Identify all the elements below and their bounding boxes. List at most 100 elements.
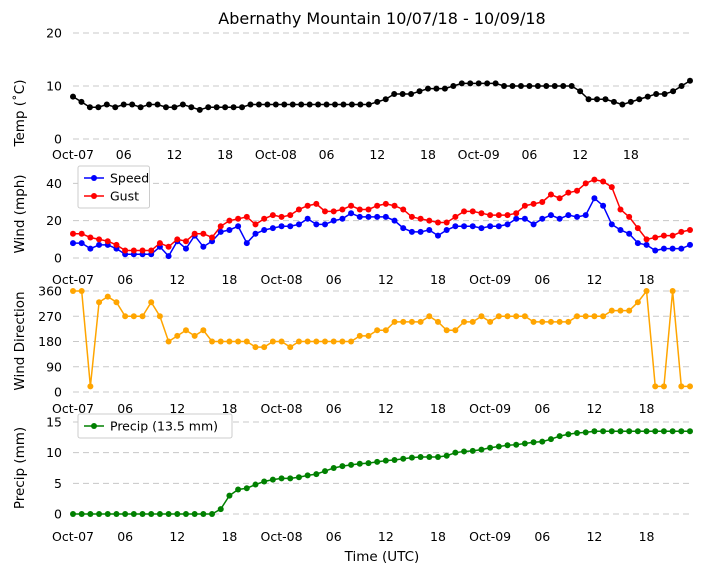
data-point <box>434 453 441 460</box>
data-point <box>547 436 554 443</box>
data-point <box>602 96 609 103</box>
data-point <box>408 213 415 220</box>
data-point <box>452 223 459 230</box>
data-point <box>148 511 155 517</box>
data-point <box>120 101 127 108</box>
data-point <box>272 101 279 108</box>
data-point <box>78 230 85 237</box>
data-point <box>513 313 520 320</box>
data-point <box>560 83 567 89</box>
data-point <box>417 228 424 235</box>
data-point <box>200 243 207 250</box>
data-point <box>443 327 450 334</box>
data-point <box>443 219 450 226</box>
data-point <box>478 446 485 453</box>
data-point <box>441 85 448 92</box>
data-point <box>556 195 563 202</box>
data-point <box>252 230 259 237</box>
data-point <box>391 202 398 209</box>
data-point <box>278 338 285 345</box>
data-point <box>382 213 389 220</box>
data-point <box>235 215 242 222</box>
data-point <box>226 338 233 345</box>
data-point <box>600 202 607 209</box>
data-point <box>426 313 433 320</box>
data-point <box>365 460 372 467</box>
data-point <box>687 241 693 248</box>
x-tick-label: 18 <box>221 401 237 416</box>
data-point <box>340 101 347 108</box>
data-point <box>660 245 667 252</box>
x-axis-label: Time (UTC) <box>344 549 420 565</box>
data-point <box>182 511 189 517</box>
data-point <box>217 223 224 230</box>
data-point <box>492 80 499 87</box>
data-point <box>330 465 337 471</box>
data-point <box>391 318 398 325</box>
data-point <box>235 338 242 345</box>
data-point <box>188 104 195 111</box>
x-tick-label: 06 <box>326 401 342 416</box>
data-point <box>330 208 337 215</box>
data-point <box>452 327 459 334</box>
data-point <box>191 230 198 237</box>
data-point <box>539 199 546 205</box>
y-axis-label: Temp (˚C) <box>11 80 28 148</box>
x-tick-label: 06 <box>319 147 335 162</box>
data-point <box>348 461 355 468</box>
data-point <box>70 93 76 100</box>
y-tick-label: 0 <box>54 132 62 147</box>
data-point <box>217 228 224 235</box>
data-point <box>104 238 111 245</box>
data-point <box>626 230 633 237</box>
data-point <box>678 245 685 252</box>
legend-marker <box>91 423 97 429</box>
x-tick-label: 12 <box>169 401 185 416</box>
x-tick-label: 12 <box>586 401 602 416</box>
data-point <box>526 83 533 89</box>
x-tick-label: 06 <box>117 272 133 287</box>
data-point <box>222 104 229 111</box>
data-point <box>643 288 650 294</box>
x-tick-label: 18 <box>639 272 655 287</box>
data-point <box>217 338 224 345</box>
data-point <box>278 213 285 220</box>
data-point <box>95 104 102 111</box>
data-point <box>556 318 563 325</box>
y-tick-label: 20 <box>46 26 62 41</box>
data-point <box>339 463 346 470</box>
data-point <box>382 96 389 103</box>
data-point <box>504 212 511 219</box>
data-point <box>348 202 355 209</box>
data-point <box>330 338 337 345</box>
x-tick-label: 18 <box>430 401 446 416</box>
data-point <box>574 187 581 194</box>
data-point <box>96 511 103 517</box>
data-point <box>636 96 643 103</box>
chart-panels: 0 10 20 Oct-07 06 12 18 Oct-08 06 12 18 Oct-09 06 12 1… <box>11 26 693 544</box>
data-point <box>591 428 598 435</box>
x-tick-label: Oct-07 <box>52 272 94 287</box>
data-point <box>669 245 676 252</box>
data-point <box>461 208 468 215</box>
data-point <box>608 307 615 314</box>
legend-marker <box>91 175 97 181</box>
data-point <box>669 288 676 294</box>
data-point <box>484 80 491 87</box>
data-point <box>452 449 459 456</box>
data-point <box>487 212 494 219</box>
x-tick-label: Oct-08 <box>255 147 297 162</box>
x-tick-label: 12 <box>369 147 385 162</box>
data-point <box>278 475 285 482</box>
data-point <box>582 313 589 320</box>
x-tick-label: 12 <box>586 529 602 544</box>
data-point <box>374 98 381 105</box>
data-point <box>556 433 563 440</box>
data-point <box>687 383 693 390</box>
x-tick-label: 12 <box>169 272 185 287</box>
data-point <box>582 180 589 187</box>
data-point <box>391 217 398 224</box>
data-point <box>565 189 572 196</box>
x-tick-label: 06 <box>117 401 133 416</box>
data-point <box>287 212 294 219</box>
